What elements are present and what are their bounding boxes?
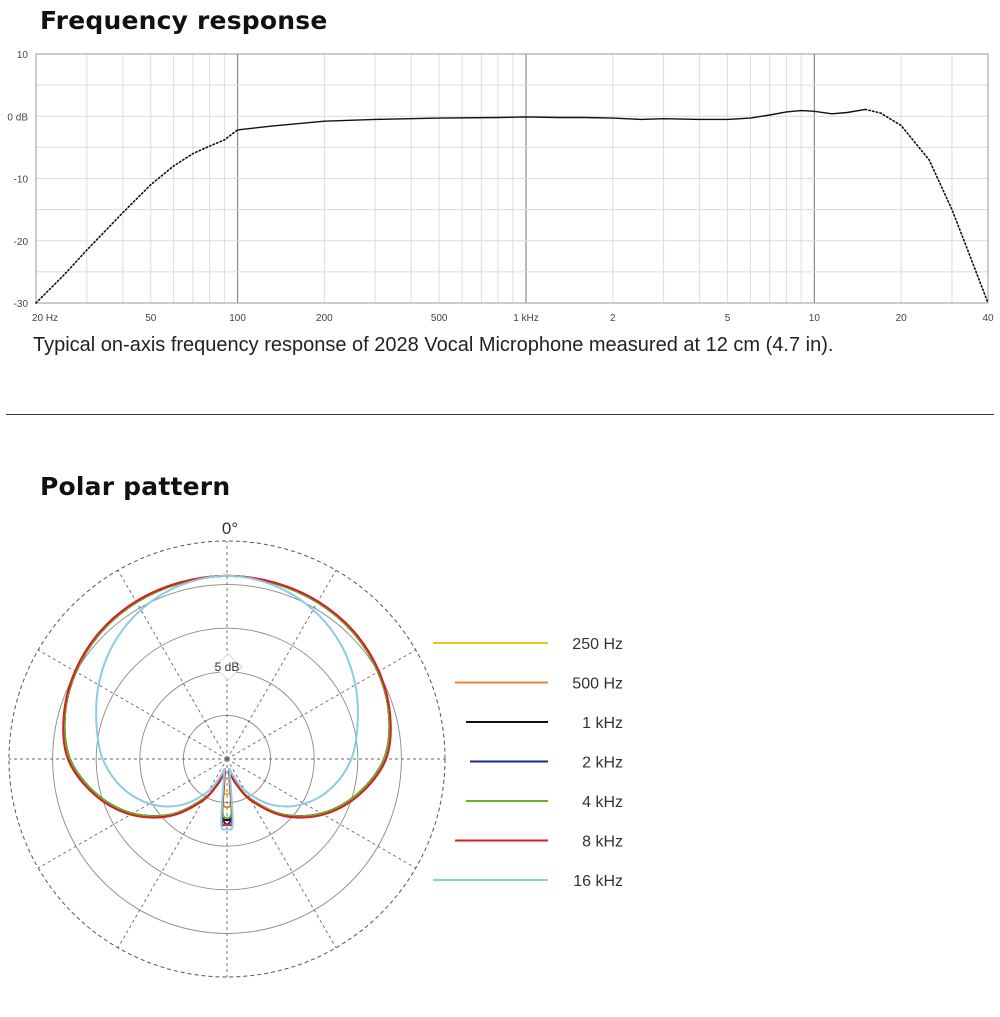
polar-spoke: [37, 649, 228, 760]
polar-spoke: [117, 569, 228, 760]
frequency-grid: [35, 53, 989, 304]
x-axis-labels: 20 Hz 50 100 200 500 1 kHz 2 5 10 20 40: [32, 313, 994, 324]
x-tick-label: 10: [809, 313, 821, 324]
x-tick-label: 40: [982, 313, 994, 324]
polar-grid: [8, 540, 446, 978]
polar-spoke: [226, 569, 337, 760]
x-tick-label: 5: [725, 313, 731, 324]
frequency-response-chart: 10 0 dB -10 -20 -30 20 Hz 50 100 200 500 1 kHz 2 5 1…: [7, 50, 994, 324]
ring-label-5db: 5 dB: [213, 653, 243, 681]
polar-curve-4-khz: [63, 574, 391, 819]
ring-label-diamond: [213, 653, 243, 681]
y-tick-label: -30: [14, 299, 29, 310]
legend-label: 500 Hz: [572, 676, 623, 693]
x-tick-label: 200: [316, 313, 333, 324]
section-divider: [6, 414, 994, 415]
legend-label: 250 Hz: [572, 636, 623, 653]
y-tick-label: -20: [14, 237, 29, 248]
x-tick-label: 20: [896, 313, 908, 324]
polar-legend: 250 Hz 500 Hz 1 kHz 2 kHz 4 kHz 8 kHz 16 kHz: [433, 636, 623, 890]
frequency-response-caption: Typical on-axis frequency response of 20…: [33, 334, 834, 356]
x-tick-label: 50: [145, 313, 157, 324]
x-tick-label: 2: [610, 313, 616, 324]
zero-degree-label: 0°: [222, 519, 238, 538]
x-tick-label: 500: [431, 313, 448, 324]
polar-spoke: [117, 758, 228, 949]
response-segment-1: [35, 129, 239, 304]
y-tick-label: 10: [17, 50, 29, 61]
ring-label-text: 5 dB: [215, 660, 240, 674]
legend-label: 1 kHz: [582, 715, 623, 732]
polar-ring: [95, 627, 359, 891]
legend-label: 16 kHz: [573, 873, 623, 890]
y-tick-label: 0 dB: [7, 112, 28, 123]
polar-pattern-chart: 0° 5 dB 250 Hz 500 Hz 1 kHz 2 kHz 4 kHz 8 kHz…: [8, 519, 623, 978]
y-axis-labels: 10 0 dB -10 -20 -30: [7, 50, 28, 310]
polar-curve-8-khz: [62, 574, 392, 827]
polar-spoke: [226, 758, 337, 949]
legend-label: 4 kHz: [582, 794, 623, 811]
x-tick-label: 1 kHz: [513, 313, 539, 324]
x-tick-label: 100: [229, 313, 246, 324]
x-tick-label: 20 Hz: [32, 313, 58, 324]
polar-curve-16-khz: [95, 574, 359, 831]
polar-curves: [62, 574, 392, 831]
frequency-response-curve: [35, 108, 989, 304]
response-segment-2: [237, 108, 866, 131]
polar-pattern-title: Polar pattern: [40, 472, 231, 501]
legend-label: 2 kHz: [582, 755, 623, 772]
polar-spoke: [226, 649, 417, 760]
legend-label: 8 kHz: [582, 834, 623, 851]
y-tick-label: -10: [14, 175, 29, 186]
response-segment-3: [864, 108, 989, 304]
frequency-response-title: Frequency response: [40, 6, 328, 35]
plot-frame: [35, 53, 989, 304]
